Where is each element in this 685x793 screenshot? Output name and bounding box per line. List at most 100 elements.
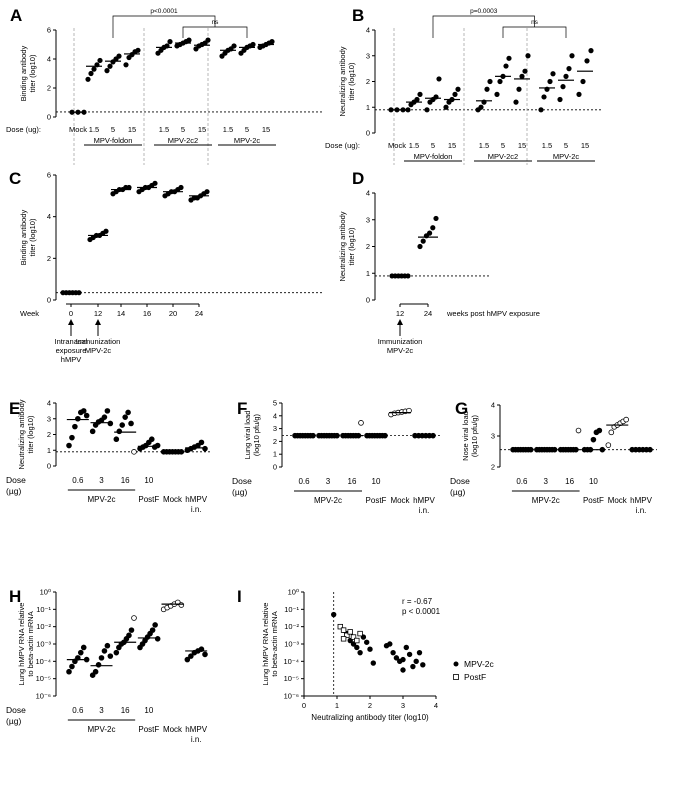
data-point bbox=[433, 215, 439, 222]
group-label: Mock bbox=[388, 141, 406, 150]
category-label: 0.6 bbox=[516, 477, 528, 486]
panel-label: G bbox=[455, 399, 468, 418]
data-point bbox=[148, 436, 155, 443]
y-tick-label: 4 bbox=[366, 26, 370, 35]
data-point bbox=[69, 434, 75, 441]
y-tick-label: 2 bbox=[47, 430, 51, 439]
category-label: 0.6 bbox=[298, 477, 310, 486]
data-point bbox=[417, 243, 423, 250]
data-point bbox=[113, 436, 120, 443]
panel-label: F bbox=[237, 399, 247, 418]
legend-marker-open-square bbox=[453, 674, 459, 680]
data-point bbox=[390, 649, 396, 656]
dose-tick-label: 1.5 bbox=[223, 125, 233, 134]
x-axis-label: Neutralizing antibody titer (log10) bbox=[311, 713, 429, 722]
annotation: MPV-2c bbox=[85, 346, 112, 355]
data-point bbox=[152, 180, 158, 186]
data-point bbox=[413, 658, 419, 665]
y-tick-label: 2 bbox=[366, 242, 370, 251]
data-point-square bbox=[337, 623, 343, 630]
y-tick-label: 10⁻⁴ bbox=[283, 657, 299, 666]
data-point bbox=[503, 63, 509, 69]
data-point bbox=[222, 50, 228, 56]
data-point bbox=[420, 662, 426, 668]
y-tick-label: 0 bbox=[273, 463, 277, 472]
dose-unit-label: (µg) bbox=[6, 486, 21, 496]
y-tick-label: 4 bbox=[366, 189, 370, 198]
category-label: 3 bbox=[99, 476, 104, 485]
data-point bbox=[436, 76, 442, 82]
data-point bbox=[576, 91, 582, 97]
x-tick-label: 1 bbox=[335, 701, 339, 710]
dose-axis-label: Dose bbox=[232, 476, 252, 486]
data-point bbox=[202, 651, 208, 658]
panel-label: E bbox=[9, 399, 20, 418]
x-axis-label: weeks post hMPV exposure bbox=[446, 309, 540, 318]
panel-B: B 0 1 2 3 4 Neutralizing antibody titer (log10)… bbox=[325, 6, 603, 165]
data-point bbox=[128, 420, 134, 427]
y-tick-label: 5 bbox=[273, 399, 277, 408]
data-point bbox=[383, 643, 390, 649]
dose-tick-label: 5 bbox=[564, 141, 568, 150]
y-tick-label: 2 bbox=[47, 254, 51, 263]
y-axis-label: to beta-actin mRNA bbox=[270, 611, 279, 676]
group-label: MPV-2c bbox=[532, 496, 560, 505]
y-tick-label: 0 bbox=[47, 113, 51, 122]
arrow-head bbox=[95, 319, 101, 325]
p-value-label: p=0.0003 bbox=[470, 8, 498, 15]
y-tick-label: 0 bbox=[366, 296, 370, 305]
data-point-open bbox=[605, 442, 612, 448]
panel-G: G 2 3 4 Nose viral load (log10 pfu/g) 0.6 3 16 10… bbox=[450, 399, 657, 515]
dose-tick-label: 5 bbox=[501, 141, 505, 150]
y-axis-label: Lung viral load bbox=[243, 411, 252, 460]
x-tick-label: 16 bbox=[143, 309, 151, 318]
category-group-label: PostF bbox=[583, 496, 604, 505]
y-tick-label: 10⁻⁶ bbox=[36, 692, 51, 701]
y-axis-label: titer (log10) bbox=[26, 415, 35, 453]
panel-E: E 0 1 2 3 4 Neutralizing antibody titer (log10)… bbox=[6, 399, 212, 514]
y-tick-label: 0 bbox=[47, 296, 51, 305]
data-point bbox=[95, 661, 102, 668]
data-point bbox=[104, 68, 110, 74]
data-point bbox=[80, 408, 87, 414]
category-label: 16 bbox=[121, 706, 130, 715]
data-point-open bbox=[358, 420, 364, 426]
data-point bbox=[557, 96, 563, 103]
data-point bbox=[83, 412, 90, 419]
data-point bbox=[406, 651, 413, 658]
y-tick-label: 10⁻² bbox=[284, 622, 299, 631]
data-point bbox=[152, 622, 158, 628]
data-point bbox=[104, 408, 111, 414]
data-point bbox=[101, 414, 108, 420]
dose-axis-label: Dose (ug): bbox=[6, 125, 41, 134]
comparison-bracket-ns bbox=[502, 26, 567, 38]
data-point bbox=[405, 107, 411, 113]
data-point bbox=[580, 78, 586, 85]
legend-marker-filled-circle bbox=[453, 661, 459, 667]
data-point bbox=[414, 96, 420, 103]
x-tick-label: 2 bbox=[368, 701, 372, 710]
data-point bbox=[119, 422, 126, 428]
y-tick-label: 2 bbox=[47, 84, 51, 93]
annotation: Immunization bbox=[378, 337, 423, 346]
annotation: Intranasal bbox=[55, 337, 88, 346]
correlation-p: p < 0.0001 bbox=[402, 607, 441, 616]
data-point-square bbox=[357, 630, 363, 637]
annotation: hMPV bbox=[61, 355, 81, 364]
data-point bbox=[116, 428, 123, 435]
data-point bbox=[101, 648, 108, 654]
category-label: 0.6 bbox=[72, 706, 84, 715]
data-point bbox=[219, 53, 225, 59]
data-point bbox=[516, 86, 522, 92]
category-label: hMPV bbox=[185, 725, 207, 734]
group-label: MPV-foldon bbox=[94, 136, 133, 145]
y-tick-label: 4 bbox=[47, 399, 51, 408]
y-tick-label: 0 bbox=[366, 129, 370, 138]
data-point bbox=[538, 107, 544, 113]
data-point bbox=[506, 55, 512, 61]
data-point bbox=[167, 38, 173, 45]
data-point-square bbox=[354, 637, 360, 644]
dose-tick-label: 15 bbox=[448, 141, 456, 150]
